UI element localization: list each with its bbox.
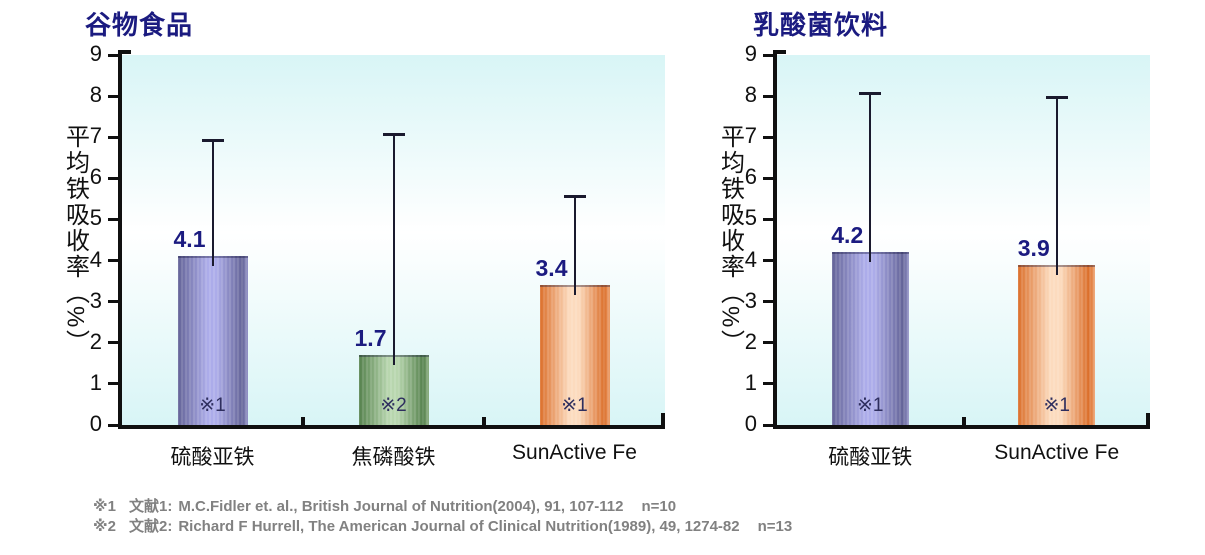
bar: ※1 <box>539 285 610 425</box>
y-tick-label: 4 <box>89 246 102 272</box>
y-tick <box>763 382 773 386</box>
error-bar-line <box>392 133 395 366</box>
footnote-source: 文献1: <box>129 498 173 515</box>
y-axis-label: 平均铁吸收率（%） <box>716 124 744 356</box>
error-bar-cap <box>201 139 224 143</box>
plot-area: 0 1 2 3 4 5 6 7 8 9 ※1 4.2 硫酸亚铁 ※1 3.9 SunActive Fe <box>745 41 1150 469</box>
y-tick-label: 3 <box>89 287 102 313</box>
bar-value-label: 3.9 <box>1017 234 1050 261</box>
y-tick-label: 2 <box>89 328 102 354</box>
error-bar-line <box>869 92 872 263</box>
bar: ※1 <box>1018 264 1096 425</box>
category-label: SunActive Fe <box>512 441 637 464</box>
y-tick <box>108 300 118 304</box>
y-tick <box>108 382 118 386</box>
x-end-tick <box>661 413 665 429</box>
error-bar-cap <box>563 194 586 198</box>
error-bar-cap <box>859 92 882 95</box>
y-axis-top-tick <box>118 50 131 54</box>
footnote-source: 文献2: <box>129 518 173 535</box>
y-tick-label: 6 <box>744 164 757 190</box>
y-tick-label: 7 <box>89 123 102 149</box>
error-bar-line <box>1055 96 1058 275</box>
y-tick-label: 0 <box>89 411 102 436</box>
x-boundary-tick <box>301 417 305 429</box>
chart-title: 谷物食品 <box>85 10 194 40</box>
error-bar-cap <box>1045 96 1068 100</box>
y-tick <box>108 217 118 221</box>
footnote-citation: Richard F Hurrell, The American Journal … <box>178 518 740 535</box>
x-end-tick <box>1146 413 1150 429</box>
footnote-citation: M.C.Fidler et. al., British Journal of N… <box>178 498 624 515</box>
bar-ref-label: ※1 <box>561 395 588 416</box>
x-boundary-tick <box>482 417 486 429</box>
y-tick <box>763 94 773 98</box>
y-tick <box>108 259 118 263</box>
bar-value-label: 3.4 <box>535 255 568 282</box>
y-tick-label: 2 <box>744 328 757 354</box>
y-tick-label: 9 <box>744 41 757 66</box>
y-tick <box>763 53 773 57</box>
footnotes: ※1 文献1: M.C.Fidler et. al., British Journa… <box>93 497 792 537</box>
bar-ref-label: ※1 <box>857 395 884 416</box>
bar-ref-label: ※1 <box>199 395 226 416</box>
bar-value-label: 1.7 <box>354 325 387 352</box>
category-label: 焦磷酸铁 <box>351 446 436 469</box>
y-tick <box>763 341 773 345</box>
bar-ref-label: ※1 <box>1043 395 1071 416</box>
y-tick-label: 4 <box>744 246 757 272</box>
bar: ※1 <box>177 256 248 425</box>
category-label: SunActive Fe <box>994 441 1120 464</box>
footnote-sample-size: n=10 <box>641 498 677 515</box>
chart-title: 乳酸菌饮料 <box>753 10 889 40</box>
x-boundary-tick <box>961 417 966 429</box>
y-tick <box>763 259 773 263</box>
y-tick-label: 8 <box>744 82 757 108</box>
y-tick-label: 5 <box>744 205 757 231</box>
footnote-sample-size: n=13 <box>757 518 793 535</box>
bar-value-label: 4.1 <box>173 226 206 253</box>
y-tick <box>108 135 118 139</box>
y-tick <box>763 135 773 139</box>
footnote-mark: ※2 <box>93 518 116 535</box>
y-tick <box>108 176 118 180</box>
y-axis-label: 平均铁吸收率（%） <box>61 124 89 356</box>
bar-value-label: 4.2 <box>831 222 864 249</box>
footnote-row: ※2 文献2: Richard F Hurrell, The American Jo… <box>93 517 792 537</box>
bar-ref-label: ※2 <box>380 395 407 416</box>
y-tick <box>763 217 773 221</box>
y-tick-label: 1 <box>744 369 757 395</box>
category-label: 硫酸亚铁 <box>828 446 913 469</box>
y-axis-top-tick <box>773 50 786 54</box>
y-tick-label: 6 <box>89 164 102 190</box>
error-bar-line <box>211 139 214 267</box>
y-tick <box>108 94 118 98</box>
error-bar-line <box>573 194 576 296</box>
y-tick <box>763 176 773 180</box>
y-tick <box>108 423 118 427</box>
y-tick-label: 9 <box>89 41 102 66</box>
y-tick-label: 1 <box>89 369 102 395</box>
bar: ※2 <box>358 355 429 425</box>
y-tick-label: 8 <box>89 82 102 108</box>
y-tick-label: 7 <box>744 123 757 149</box>
plot-area: 0 1 2 3 4 5 6 7 8 9 ※1 4.1 硫酸亚铁 ※2 1.7 焦磷酸铁 ※1 3.4 SunActi… <box>90 41 665 469</box>
y-tick-label: 3 <box>744 287 757 313</box>
y-tick <box>108 341 118 345</box>
y-tick <box>108 53 118 57</box>
footnote-row: ※1 文献1: M.C.Fidler et. al., British Journa… <box>93 497 792 517</box>
category-label: 硫酸亚铁 <box>170 446 255 469</box>
y-tick-label: 0 <box>744 411 757 436</box>
bar: ※1 <box>831 252 909 425</box>
footnote-mark: ※1 <box>93 498 116 515</box>
y-tick <box>763 300 773 304</box>
y-tick <box>763 423 773 427</box>
error-bar-cap <box>382 133 405 137</box>
y-tick-label: 5 <box>89 205 102 231</box>
